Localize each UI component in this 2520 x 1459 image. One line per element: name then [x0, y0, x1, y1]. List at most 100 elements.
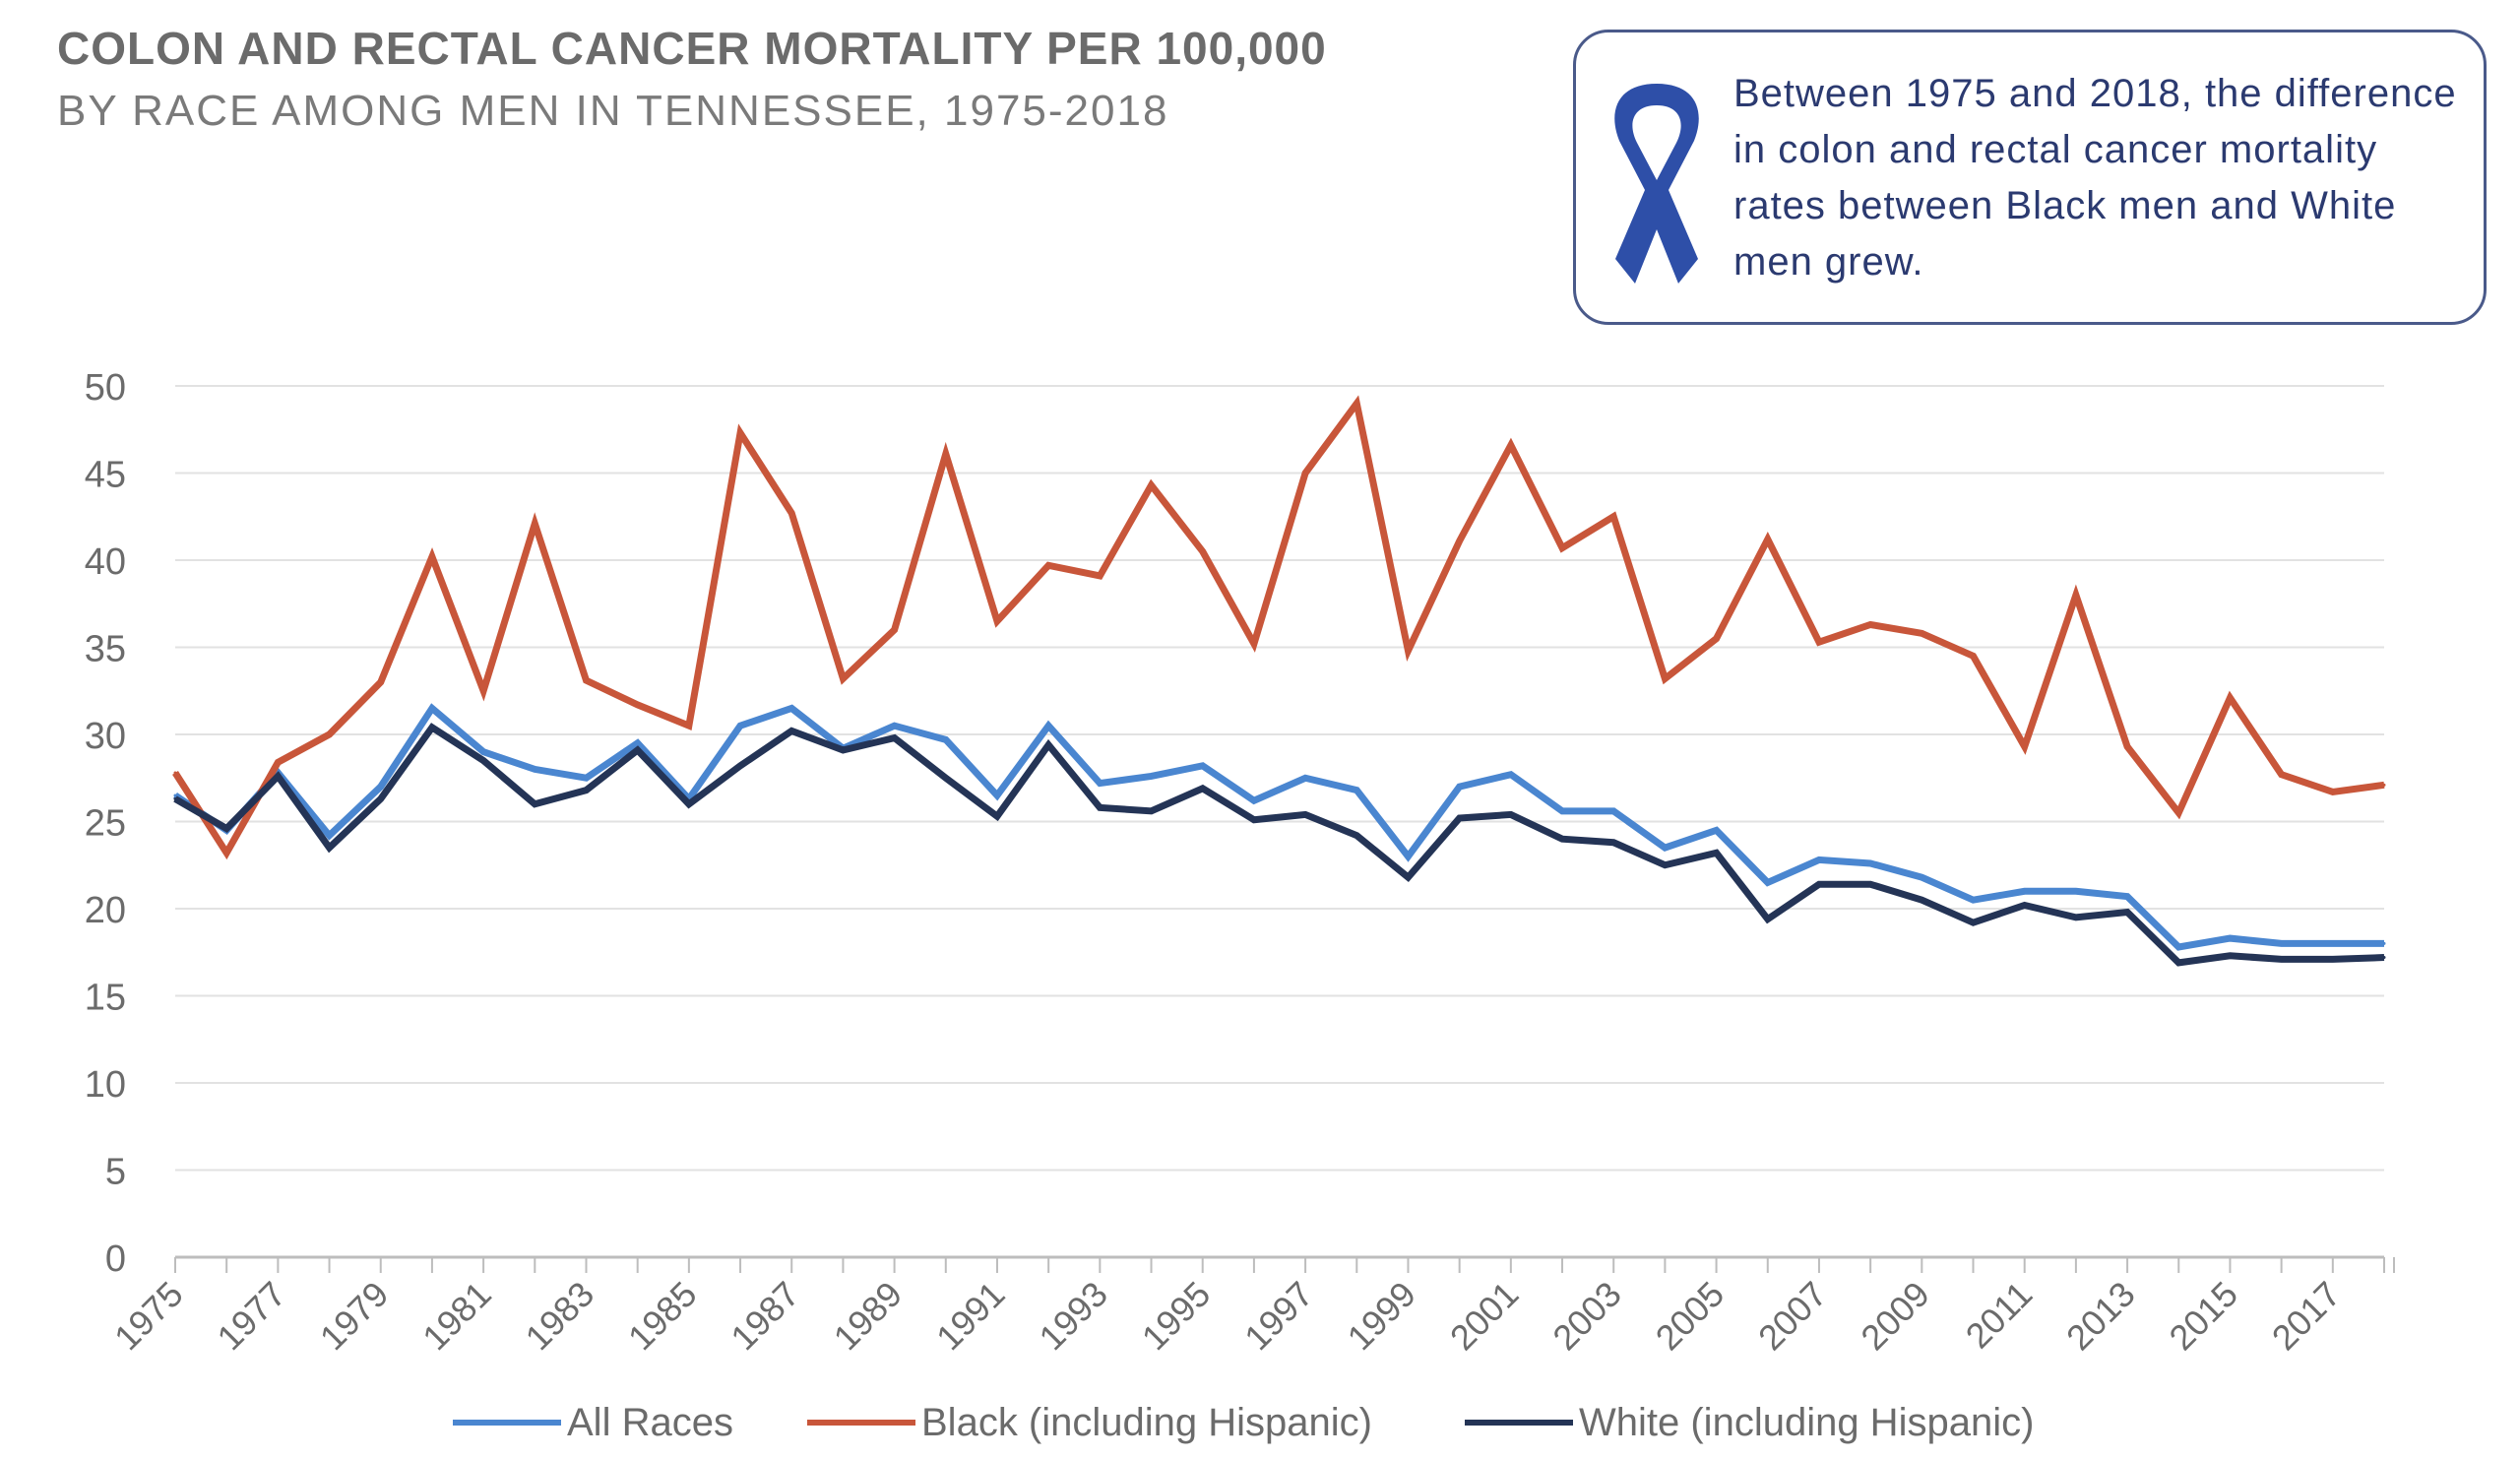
data-point	[2023, 889, 2027, 893]
data-point	[841, 748, 845, 752]
data-point	[789, 511, 793, 515]
data-point	[1201, 549, 1205, 553]
data-point	[1406, 875, 1410, 879]
data-point	[687, 802, 691, 806]
x-tick-label: 2007	[1750, 1274, 1835, 1359]
data-point	[1046, 563, 1050, 567]
data-point	[1406, 649, 1410, 653]
data-point	[328, 834, 332, 838]
data-point	[2382, 956, 2386, 960]
legend-label: White (including Hispanic)	[1579, 1400, 2035, 1444]
x-tick-label: 2011	[1958, 1274, 2041, 1357]
data-point	[636, 748, 640, 752]
data-point	[995, 793, 999, 797]
data-point	[1046, 724, 1050, 728]
data-point	[173, 771, 177, 775]
x-tick-label: 1985	[620, 1274, 705, 1359]
x-tick-label: 2015	[2161, 1274, 2245, 1359]
x-tick-label: 2009	[1853, 1274, 1937, 1359]
data-point	[1560, 546, 1564, 550]
data-point	[1560, 809, 1564, 813]
data-point	[1406, 855, 1410, 858]
data-point	[1766, 918, 1770, 921]
data-point	[379, 785, 383, 789]
data-point	[841, 676, 845, 680]
x-tick-label: 1989	[826, 1274, 911, 1359]
x-tick-label: 1995	[1134, 1274, 1219, 1359]
data-point	[1560, 837, 1564, 841]
data-point	[2280, 957, 2284, 961]
y-tick-label: 20	[85, 890, 126, 931]
legend-swatch-all-races	[453, 1420, 561, 1426]
data-point	[173, 793, 177, 797]
data-point	[2331, 941, 2335, 945]
data-point	[1817, 882, 1821, 886]
data-point	[430, 554, 434, 558]
data-point	[789, 729, 793, 732]
data-point	[636, 703, 640, 707]
data-point	[1098, 574, 1102, 578]
data-point	[481, 750, 485, 754]
data-point	[1252, 818, 1256, 822]
data-point	[1766, 538, 1770, 541]
data-point	[2176, 811, 2180, 815]
y-tick-label: 10	[85, 1064, 126, 1106]
data-point	[2382, 783, 2386, 787]
data-point	[1458, 539, 1462, 543]
data-point	[2228, 696, 2232, 700]
data-point	[2125, 911, 2129, 915]
data-point	[2176, 945, 2180, 949]
data-point	[1354, 789, 1358, 793]
data-point	[995, 619, 999, 623]
data-point	[533, 522, 536, 526]
x-tick-label: 1979	[312, 1274, 397, 1359]
data-point	[1611, 809, 1615, 813]
series-line-1	[172, 395, 2385, 860]
data-point	[687, 724, 691, 728]
data-point	[2074, 889, 2078, 893]
data-point	[944, 737, 948, 741]
data-point	[430, 726, 434, 730]
x-tick-label: 1975	[106, 1274, 191, 1359]
data-point	[2125, 744, 2129, 748]
data-point	[1354, 402, 1358, 406]
data-point	[1868, 622, 1872, 626]
data-point	[1458, 816, 1462, 820]
data-point	[944, 776, 948, 780]
chart-subtitle: BY RACE AMONG MEN IN TENNESSEE, 1975-201…	[57, 87, 1169, 135]
x-tick-label: 1981	[414, 1274, 499, 1359]
data-point	[224, 851, 228, 855]
chart-title: COLON AND RECTAL CANCER MORTALITY PER 10…	[57, 23, 1327, 74]
data-point	[533, 767, 536, 771]
y-tick-label: 50	[85, 367, 126, 409]
legend-label: Black (including Hispanic)	[921, 1400, 1372, 1444]
data-point	[328, 732, 332, 736]
data-point	[1920, 631, 1923, 635]
data-point	[1458, 785, 1462, 789]
awareness-ribbon-icon	[1614, 84, 1699, 284]
data-point	[1715, 637, 1719, 641]
x-tick-label: 1987	[723, 1274, 807, 1359]
chart-legend: All Races Black (including Hispanic) Whi…	[0, 1398, 2520, 1447]
data-point	[738, 724, 742, 728]
legend-item-all-races: All Races	[453, 1398, 733, 1447]
data-point	[1972, 920, 1976, 924]
data-point	[2228, 954, 2232, 958]
legend-label: All Races	[567, 1400, 733, 1444]
data-point	[1509, 443, 1513, 447]
x-tick-label: 1991	[928, 1274, 1013, 1359]
x-tick-label: 2003	[1544, 1274, 1629, 1359]
data-point	[1972, 654, 1976, 658]
data-point	[1046, 743, 1050, 747]
data-point	[1868, 882, 1872, 886]
data-point	[1868, 861, 1872, 865]
data-point	[1252, 642, 1256, 646]
data-point	[2074, 593, 2078, 597]
y-tick-label: 40	[85, 541, 126, 583]
data-point	[1201, 764, 1205, 768]
data-point	[2023, 903, 2027, 907]
data-point	[533, 802, 536, 806]
x-tick-label: 1997	[1236, 1274, 1321, 1359]
legend-swatch-black	[807, 1420, 915, 1426]
x-tick-label: 2013	[2058, 1274, 2143, 1359]
